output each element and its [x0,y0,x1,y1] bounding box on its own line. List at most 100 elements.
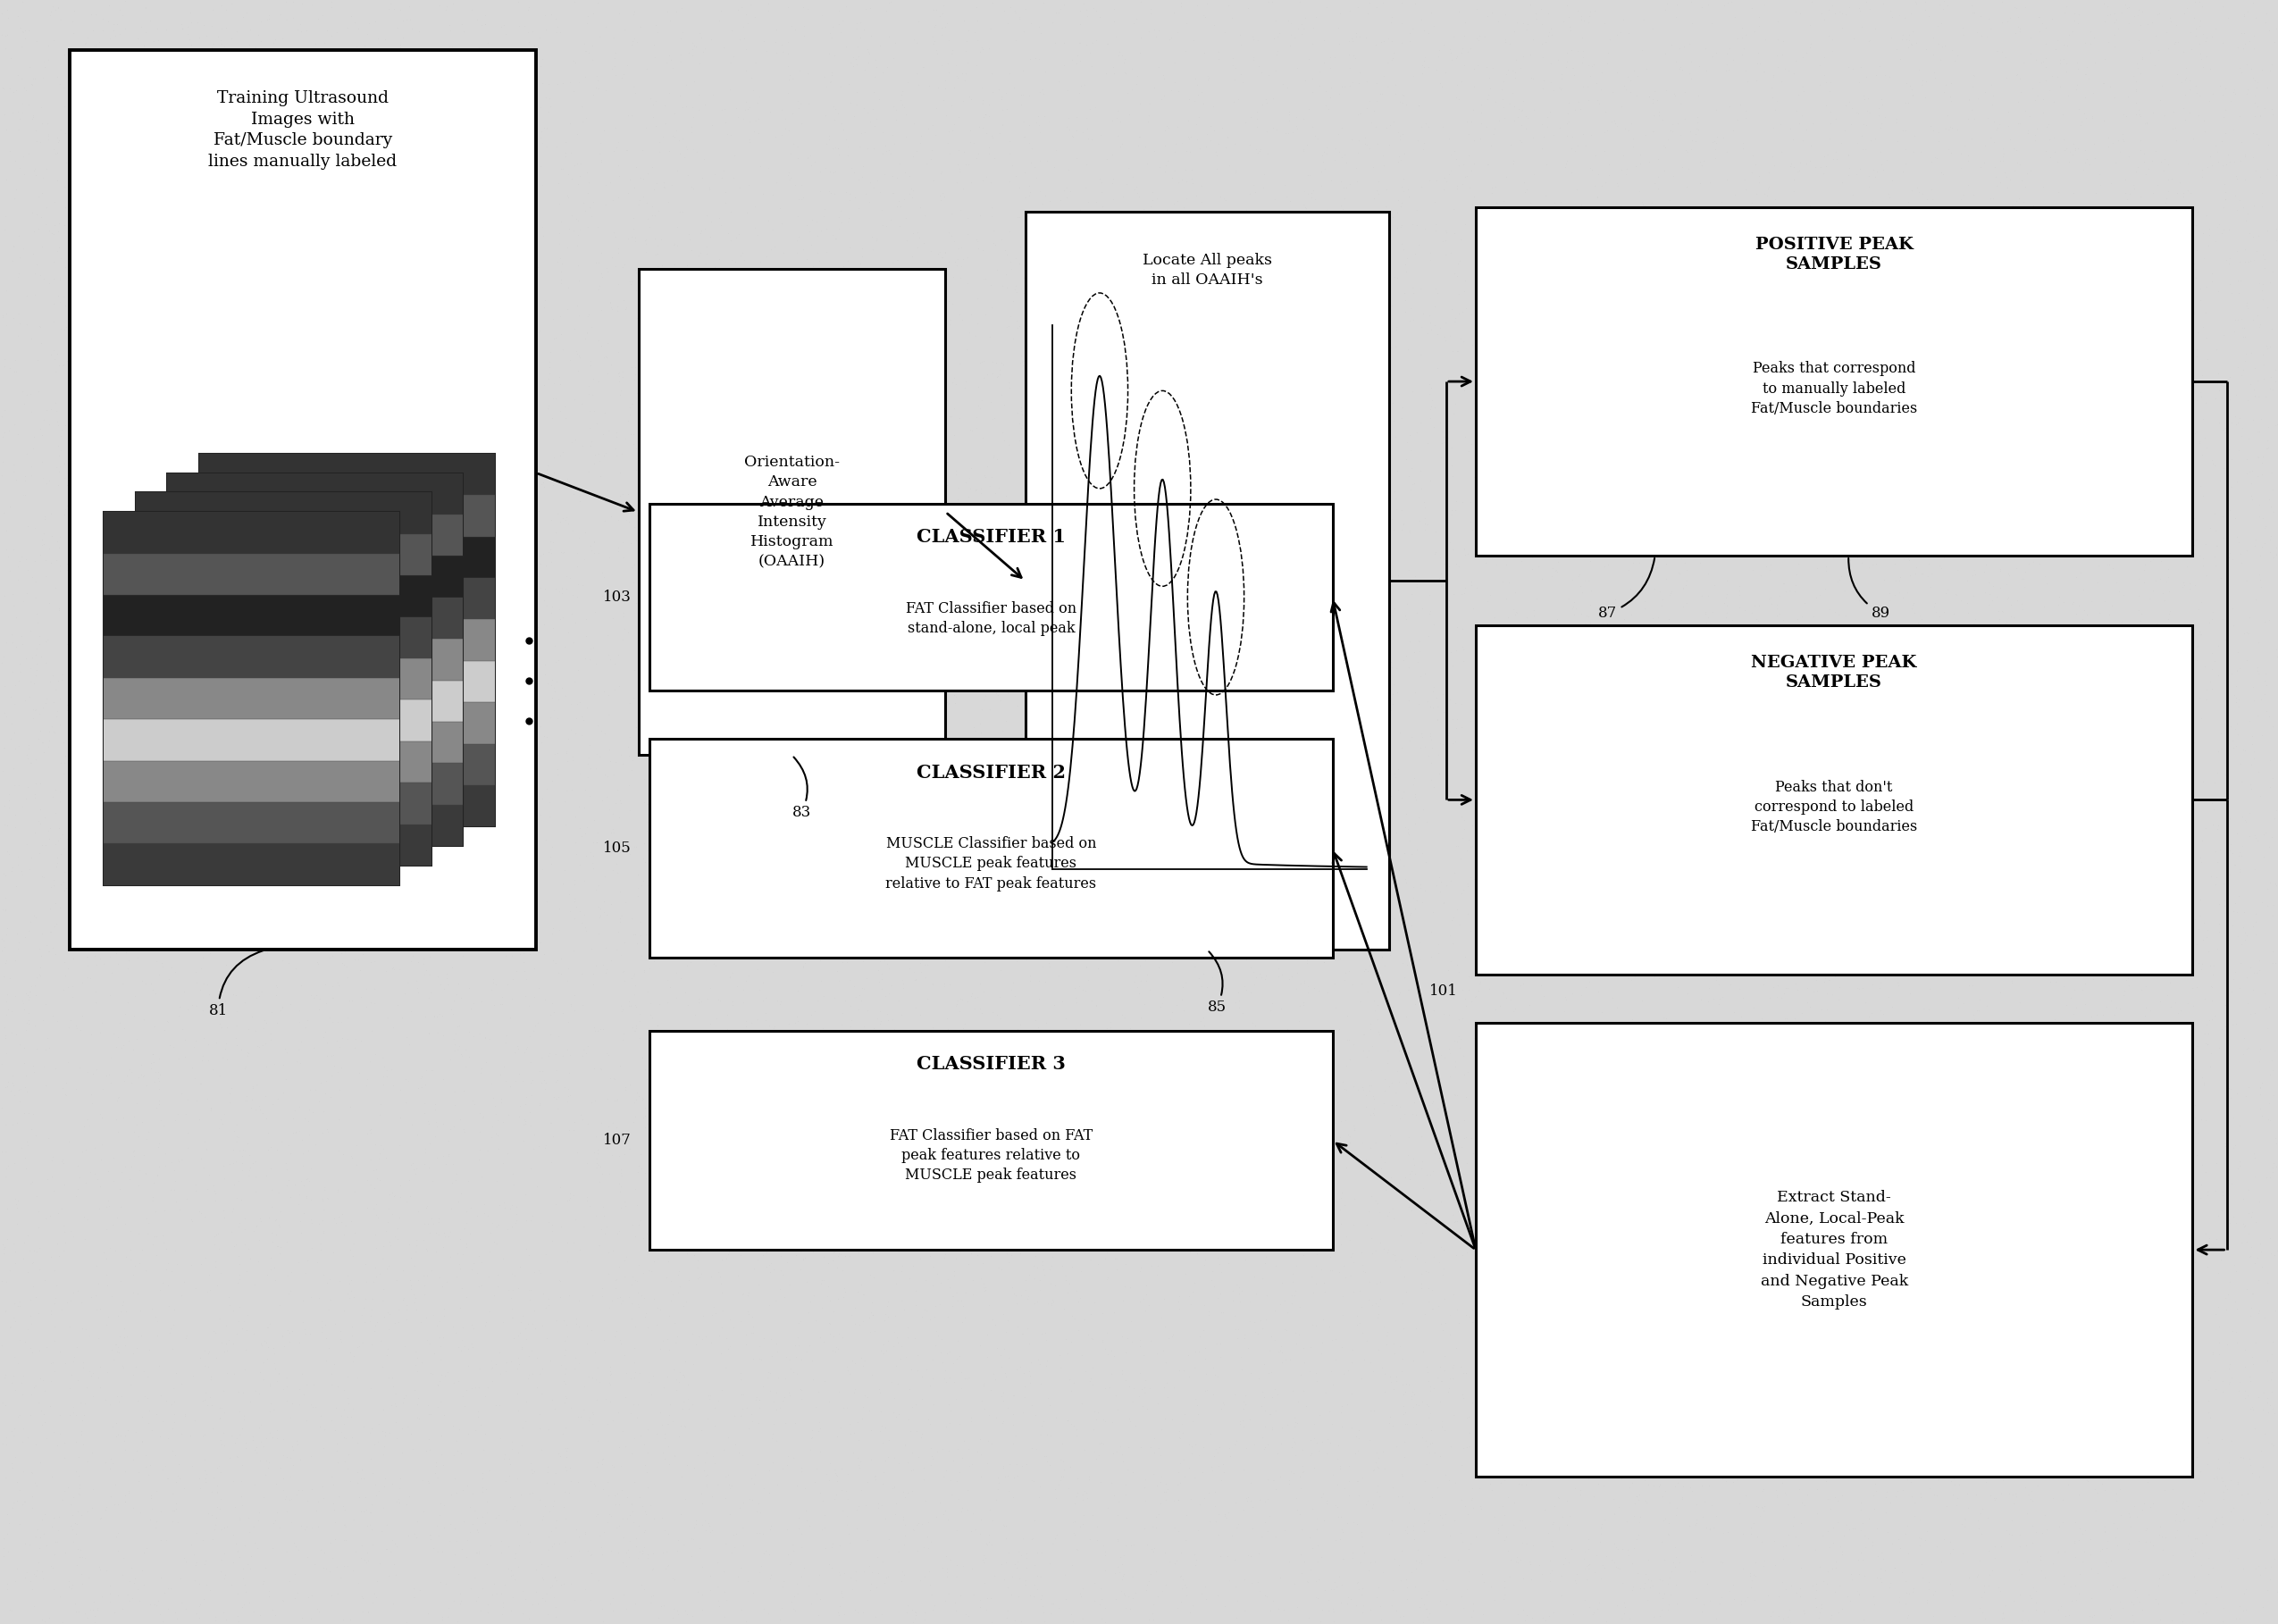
Point [1132,526,1169,552]
Point [567,843,604,869]
Point [556,1117,592,1143]
Point [1556,1286,1592,1312]
Point [629,838,665,864]
Point [467,104,503,130]
Point [884,606,920,632]
Point [1777,905,1813,931]
Point [1501,216,1538,242]
Point [1761,601,1797,627]
Point [1392,900,1428,926]
Point [601,0,638,26]
Point [1904,1551,1941,1577]
Point [1542,918,1579,944]
Point [2221,859,2257,885]
Point [1911,1046,1948,1072]
Point [1314,1577,1351,1603]
Point [449,1234,485,1260]
Point [2223,362,2260,388]
Point [1706,648,1743,674]
Point [1531,495,1567,521]
Point [1132,0,1169,26]
Point [1396,0,1433,16]
Point [1770,294,1806,320]
Point [859,1145,895,1171]
Point [2016,549,2052,575]
Point [1082,1194,1118,1220]
Point [658,356,695,382]
Point [1902,390,1939,416]
Point [2123,136,2160,162]
Point [14,106,50,132]
Point [276,0,312,15]
Point [1444,877,1481,903]
Point [77,339,114,365]
Point [708,1017,745,1043]
Point [1383,736,1419,762]
Point [387,274,424,300]
Point [1779,718,1816,744]
Point [1508,1471,1544,1497]
Point [1772,661,1809,687]
Point [1711,393,1747,419]
Point [2134,10,2171,36]
Point [1759,1478,1795,1504]
Point [2210,437,2246,463]
Point [223,1150,260,1176]
Point [547,1371,583,1397]
Point [444,1476,481,1502]
Point [257,1267,294,1293]
Point [1535,924,1572,950]
Point [1560,387,1597,412]
Point [2141,276,2178,302]
Point [542,398,579,424]
Point [2146,315,2182,341]
Point [487,944,524,970]
Point [91,132,128,158]
Point [367,1419,403,1445]
Point [1713,960,1750,986]
Point [57,351,93,377]
Point [1262,248,1298,274]
Point [1378,315,1415,341]
Point [1488,1099,1524,1125]
Point [1656,734,1693,760]
Point [273,451,310,477]
Point [1189,801,1226,827]
Point [2112,430,2148,456]
Point [652,935,688,961]
Point [123,695,159,721]
Point [437,1021,474,1047]
Point [1262,615,1298,641]
Point [1955,833,1991,859]
Point [112,97,148,123]
Point [2242,1299,2278,1325]
Point [923,926,959,952]
Point [611,180,647,206]
Point [1542,1112,1579,1138]
Point [941,913,977,939]
Point [100,369,137,395]
Text: Peaks that don't
correspond to labeled
Fat/Muscle boundaries: Peaks that don't correspond to labeled F… [1752,780,1918,835]
Point [1604,836,1640,862]
Point [1141,750,1178,776]
Point [308,94,344,120]
Point [615,1013,652,1039]
Point [2084,1093,2121,1119]
Point [148,453,185,479]
Point [1663,1255,1699,1281]
Point [323,890,360,916]
Point [1412,944,1449,970]
Point [1895,123,1932,149]
Point [1556,682,1592,708]
Point [2059,1151,2096,1177]
Point [433,775,469,801]
Point [601,1179,638,1205]
Point [46,352,82,378]
Point [1677,1426,1713,1452]
Point [1975,335,2011,361]
Point [968,1182,1005,1208]
Point [624,1538,661,1564]
Point [0,248,32,274]
Point [1235,1187,1271,1213]
Point [1998,19,2034,45]
